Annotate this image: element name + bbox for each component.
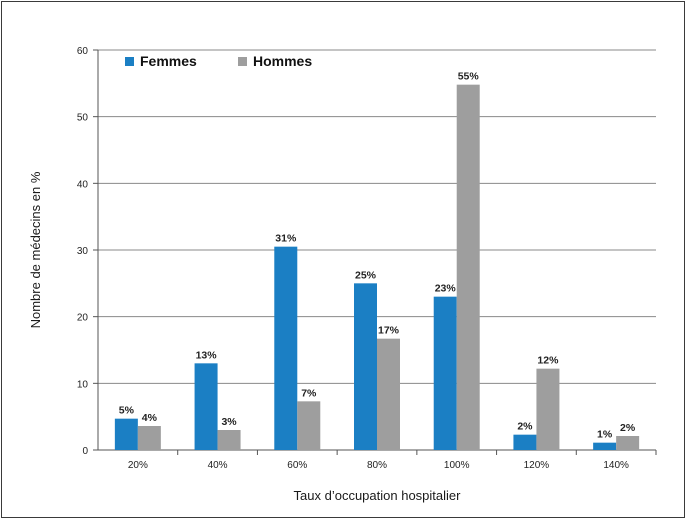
femmes-data-label: 2% <box>517 421 533 433</box>
femmes-data-label: 1% <box>597 429 613 441</box>
hommes-data-label: 12% <box>537 355 559 367</box>
hommes-data-label: 55% <box>458 71 480 83</box>
hommes-bar <box>137 426 161 450</box>
legend-swatch-femmes <box>125 57 134 66</box>
x-tick-label: 40% <box>208 460 228 471</box>
hommes-data-label: 2% <box>620 422 636 434</box>
x-tick-label: 120% <box>524 460 550 471</box>
hommes-data-label: 17% <box>378 325 400 337</box>
x-tick-label: 100% <box>444 460 470 471</box>
x-tick-label: 80% <box>367 460 387 471</box>
x-axis-title: Taux d’occupation hospitalier <box>294 488 462 503</box>
femmes-bar <box>513 434 537 450</box>
hommes-bar <box>377 338 400 450</box>
y-tick-label: 40 <box>77 179 89 190</box>
hommes-data-label: 4% <box>142 412 158 424</box>
y-tick-label: 0 <box>82 446 88 457</box>
legend-label-hommes: Hommes <box>253 53 312 69</box>
femmes-bar <box>593 442 617 450</box>
femmes-bar <box>354 283 377 450</box>
y-tick-label: 20 <box>77 313 89 324</box>
hommes-bar <box>456 84 480 451</box>
x-tick-label: 140% <box>603 460 629 471</box>
y-tick-label: 60 <box>77 46 89 57</box>
femmes-data-label: 13% <box>196 349 218 361</box>
femmes-data-label: 31% <box>275 233 297 245</box>
hommes-bar <box>616 436 640 450</box>
hommes-bar <box>217 430 241 450</box>
femmes-bar <box>194 363 218 450</box>
hommes-bar <box>536 368 560 450</box>
x-tick-label: 20% <box>128 460 148 471</box>
y-axis-title: Nombre de médecins en % <box>28 171 43 328</box>
legend-label-femmes: Femmes <box>140 53 197 69</box>
hommes-bar <box>297 401 321 450</box>
femmes-bar <box>114 418 138 450</box>
x-tick-label: 60% <box>287 460 307 471</box>
hommes-data-label: 3% <box>221 416 237 428</box>
y-tick-label: 30 <box>77 246 89 257</box>
y-tick-label: 50 <box>77 113 89 124</box>
femmes-data-label: 5% <box>119 405 135 417</box>
y-tick-label: 10 <box>77 379 89 390</box>
femmes-data-label: 25% <box>355 269 377 281</box>
femmes-bar <box>274 246 298 450</box>
femmes-data-label: 23% <box>435 283 457 295</box>
hommes-data-label: 7% <box>301 387 317 399</box>
femmes-bar <box>433 296 457 450</box>
legend-swatch-hommes <box>238 57 247 66</box>
